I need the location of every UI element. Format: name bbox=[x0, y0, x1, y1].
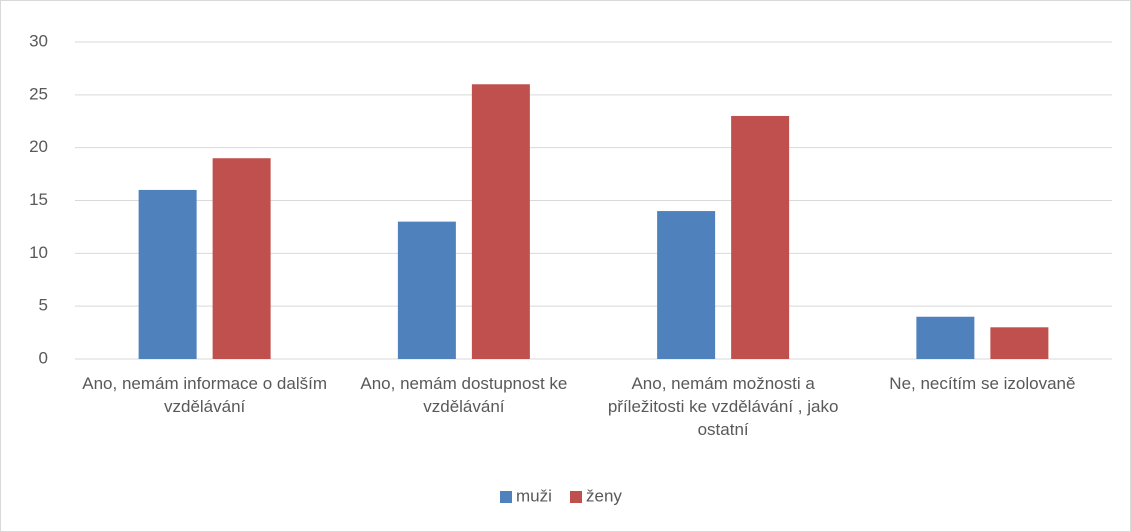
y-tick-label: 25 bbox=[29, 84, 48, 103]
y-tick-label: 10 bbox=[29, 243, 48, 262]
bar bbox=[990, 327, 1049, 359]
y-tick-label: 15 bbox=[29, 190, 48, 209]
y-tick-label: 0 bbox=[39, 348, 48, 367]
legend-label: ženy bbox=[586, 486, 622, 505]
bar bbox=[657, 211, 716, 359]
y-tick-label: 20 bbox=[29, 137, 48, 156]
bar bbox=[397, 221, 456, 359]
x-tick-label: Ne, necítím se izolovaně bbox=[889, 374, 1076, 393]
x-tick-label: Ano, nemám dostupnost ke vzdělávání bbox=[360, 374, 568, 416]
y-tick-label: 30 bbox=[29, 31, 48, 50]
legend-label: muži bbox=[516, 486, 552, 505]
bar bbox=[471, 84, 530, 360]
y-tick-label: 5 bbox=[39, 296, 48, 315]
bar bbox=[731, 115, 790, 359]
bar bbox=[212, 158, 271, 359]
x-tick-label: Ano, nemám možnosti a příležitosti ke vz… bbox=[607, 374, 839, 439]
legend-swatch bbox=[500, 491, 512, 503]
x-tick-label: Ano, nemám informace o dalším vzdělávání bbox=[82, 374, 327, 416]
legend-swatch bbox=[570, 491, 582, 503]
bar bbox=[916, 316, 975, 359]
bar bbox=[138, 189, 197, 359]
